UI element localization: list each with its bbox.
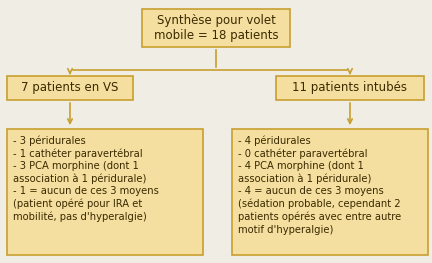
Text: 7 patients en VS: 7 patients en VS	[21, 82, 119, 94]
FancyBboxPatch shape	[276, 76, 424, 100]
Text: - 3 péridurales
- 1 cathéter paravertébral
- 3 PCA morphine (dont 1
association : - 3 péridurales - 1 cathéter paravertébr…	[13, 135, 159, 222]
Text: Synthèse pour volet
mobile = 18 patients: Synthèse pour volet mobile = 18 patients	[154, 14, 278, 42]
FancyBboxPatch shape	[7, 76, 133, 100]
FancyBboxPatch shape	[7, 129, 203, 255]
Text: 11 patients intubés: 11 patients intubés	[292, 82, 407, 94]
FancyBboxPatch shape	[232, 129, 428, 255]
FancyBboxPatch shape	[142, 9, 290, 47]
Text: - 4 péridurales
- 0 cathéter paravertébral
- 4 PCA morphine (dont 1
association : - 4 péridurales - 0 cathéter paravertébr…	[238, 135, 401, 235]
